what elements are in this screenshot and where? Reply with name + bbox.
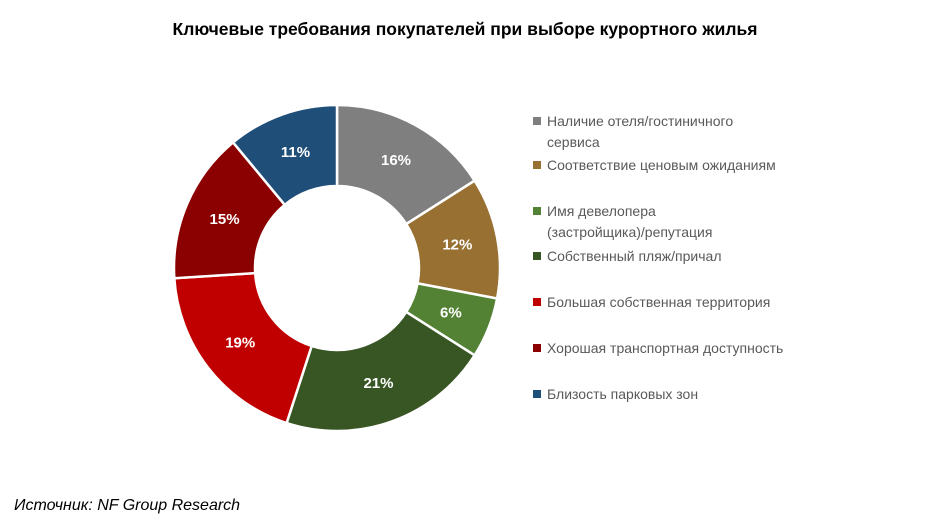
legend-swatch	[533, 161, 541, 169]
legend-label-line: сервиса	[547, 134, 600, 150]
legend-swatch	[533, 298, 541, 306]
legend-label-line: Собственный пляж/причал	[547, 248, 722, 264]
data-label-hotel-service: 16%	[381, 152, 411, 169]
data-label-transport-access: 15%	[210, 211, 240, 228]
legend-swatch	[533, 117, 541, 125]
legend-item-park-proximity: Близость парковых зон	[533, 384, 833, 405]
donut-slice-private-beach	[285, 310, 477, 433]
data-label-private-beach: 21%	[363, 375, 393, 392]
legend-item-private-beach: Собственный пляж/причал	[533, 246, 833, 267]
legend-label-line: (застройщика)/репутация	[547, 224, 713, 240]
data-label-developer-reputation: 6%	[440, 305, 462, 322]
legend-item-transport-access: Хорошая транспортная доступность	[533, 338, 833, 359]
legend-swatch	[533, 390, 541, 398]
chart-title: Ключевые требования покупателей при выбо…	[172, 19, 758, 39]
legend-label-line: Близость парковых зон	[547, 386, 699, 402]
source-note: Источник: NF Group Research	[14, 497, 241, 514]
legend-item-large-territory: Большая собственная территория	[533, 292, 833, 313]
legend-label-line: Наличие отеля/гостиничного	[547, 113, 734, 129]
legend-label-line: Большая собственная территория	[547, 294, 771, 310]
legend-swatch	[533, 344, 541, 352]
donut-slice-large-territory	[172, 271, 314, 425]
legend-label-line: Хорошая транспортная доступность	[547, 340, 784, 356]
legend-item-developer-reputation: Имя девелопера (застройщика)/репутация	[533, 201, 833, 243]
donut-slice-hotel-service	[335, 103, 477, 226]
data-label-park-proximity: 11%	[281, 144, 310, 161]
donut-slice-park-proximity	[231, 103, 339, 207]
legend-label-line: Имя девелопера	[547, 203, 656, 219]
legend-swatch	[533, 207, 541, 215]
legend-swatch	[533, 252, 541, 260]
legend-item-price-expectations: Соответствие ценовым ожиданиям	[533, 155, 833, 176]
data-label-price-expectations: 12%	[442, 237, 472, 254]
data-label-large-territory: 19%	[225, 335, 255, 352]
legend-label-line: Соответствие ценовым ожиданиям	[547, 157, 776, 173]
legend-item-hotel-service: Наличие отеля/гостиничного сервиса	[533, 111, 833, 153]
